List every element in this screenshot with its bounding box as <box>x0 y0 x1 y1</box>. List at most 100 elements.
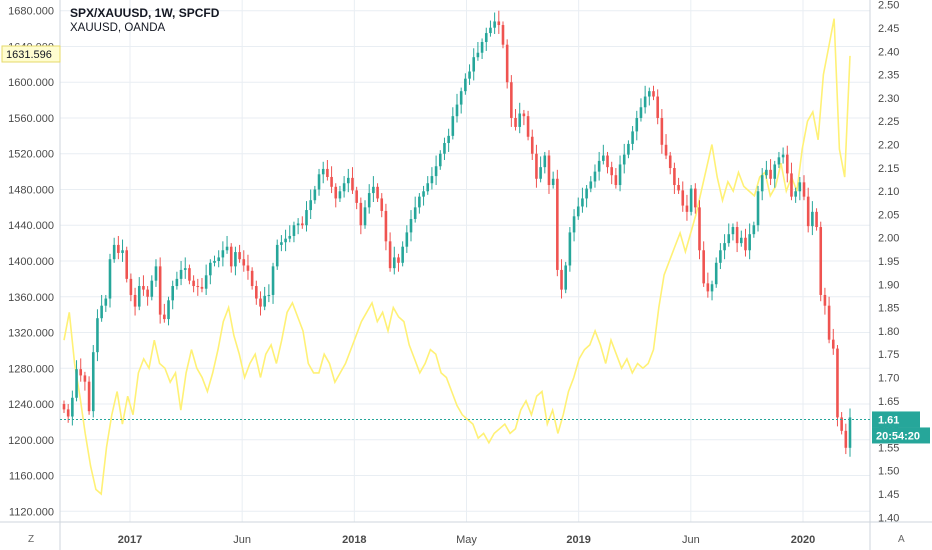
candle-body <box>777 157 781 165</box>
candle-body <box>514 117 517 127</box>
right-tick-label: 1.45 <box>878 489 899 501</box>
candles-group <box>62 10 852 457</box>
x-tick-label: 2020 <box>791 534 815 546</box>
candle-body <box>96 318 99 353</box>
candle-body <box>434 166 438 177</box>
candle-body <box>840 417 843 431</box>
candle-body <box>635 117 639 132</box>
candle-body <box>380 198 384 211</box>
candle-body <box>359 202 363 226</box>
right-tick-label: 2.10 <box>878 186 899 198</box>
candle-body <box>384 210 388 242</box>
candle-body <box>610 167 613 176</box>
candle-body <box>585 188 588 199</box>
candle-body <box>263 295 266 307</box>
candle-body <box>196 286 200 288</box>
left-tick-label: 1600.000 <box>8 77 54 89</box>
candle-body <box>171 286 174 301</box>
last-price-label: 1.61 <box>878 414 899 426</box>
candle-body <box>706 283 710 292</box>
candle-body <box>785 154 789 174</box>
crosshair-price-label: 1631.596 <box>6 49 52 61</box>
candle-body <box>564 265 567 290</box>
candle-body <box>204 275 208 289</box>
candle-body <box>142 286 145 290</box>
candle-body <box>480 42 484 53</box>
candle-body <box>476 52 480 58</box>
candle-body <box>510 82 513 118</box>
candle-body <box>321 168 325 175</box>
candle-body <box>589 181 593 189</box>
right-tick-label: 2.25 <box>878 116 899 128</box>
x-tick-label: Jun <box>682 534 700 546</box>
right-tick-label: 2.50 <box>878 0 899 12</box>
right-tick-label: 2.15 <box>878 163 899 175</box>
candle-body <box>551 178 555 186</box>
candle-body <box>685 205 689 212</box>
candle-body <box>648 91 651 97</box>
left-tick-label: 1560.000 <box>8 113 54 125</box>
left-tick-label: 1480.000 <box>8 184 54 196</box>
candle-body <box>664 144 668 156</box>
candle-body <box>405 232 409 247</box>
candle-body <box>313 189 317 201</box>
left-tick-label: 1360.000 <box>8 292 54 304</box>
candle-body <box>334 186 338 199</box>
candle-body <box>326 168 329 177</box>
auto-scale-button[interactable]: A <box>898 534 905 545</box>
candle-body <box>643 96 647 108</box>
candle-body <box>271 266 275 295</box>
x-tick-label: 2017 <box>118 534 142 546</box>
right-tick-label: 2.40 <box>878 46 899 58</box>
candle-body <box>681 190 685 206</box>
candle-body <box>505 44 509 83</box>
candle-body <box>556 178 559 270</box>
candle-body <box>451 116 455 136</box>
candle-body <box>535 153 538 179</box>
candle-body <box>526 116 530 137</box>
candle-body <box>735 227 739 244</box>
candle-body <box>673 168 676 186</box>
candle-body <box>547 155 551 186</box>
candle-body <box>292 225 296 236</box>
candle-body <box>618 164 622 186</box>
candle-body <box>727 234 731 244</box>
candle-body <box>836 348 839 418</box>
candle-body <box>443 143 446 154</box>
candle-body <box>668 155 672 169</box>
candle-body <box>188 268 191 281</box>
candle-body <box>694 188 697 208</box>
zoom-toggle-button[interactable]: Z <box>28 534 35 545</box>
candle-body <box>572 216 576 233</box>
right-tick-label: 1.80 <box>878 326 899 338</box>
candle-body <box>217 257 220 261</box>
candle-body <box>83 375 87 382</box>
candle-body <box>493 21 496 28</box>
candle-body <box>530 136 534 154</box>
candle-body <box>363 207 367 226</box>
right-tick-label: 1.85 <box>878 303 899 315</box>
right-tick-label: 1.75 <box>878 349 899 361</box>
last-price-badge <box>872 411 920 428</box>
candle-body <box>154 266 158 281</box>
candle-body <box>150 280 154 297</box>
candle-body <box>317 174 321 190</box>
candle-body <box>652 91 655 97</box>
left-tick-label: 1520.000 <box>8 149 54 161</box>
candle-body <box>234 252 237 267</box>
overlay-legend[interactable]: XAUUSD, OANDA <box>70 22 166 34</box>
grid-lines <box>60 0 870 522</box>
right-tick-label: 1.90 <box>878 279 899 291</box>
candle-body <box>255 286 258 299</box>
right-tick-label: 1.55 <box>878 442 899 454</box>
candle-body <box>288 235 292 239</box>
candle-body <box>501 25 505 45</box>
candle-body <box>719 250 722 263</box>
candle-body <box>305 210 308 226</box>
candle-body <box>259 298 262 307</box>
x-tick-label: May <box>456 534 477 546</box>
right-tick-label: 2.20 <box>878 139 899 151</box>
candle-body <box>522 113 526 117</box>
candle-body <box>388 241 392 269</box>
